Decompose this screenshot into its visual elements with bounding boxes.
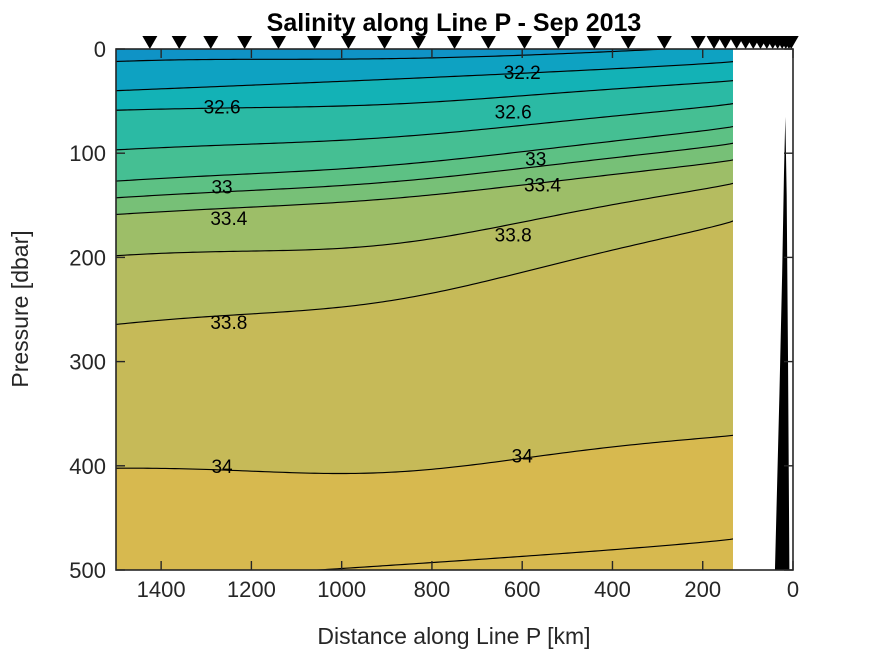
- contour-label: 33.8: [495, 225, 532, 246]
- station-marker: [783, 36, 799, 49]
- y-tick-label: 200: [69, 245, 106, 270]
- station-marker: [706, 36, 722, 49]
- x-tick-label: 1000: [317, 577, 366, 602]
- x-tick-label: 200: [684, 577, 721, 602]
- x-tick-label: 800: [414, 577, 451, 602]
- station-marker: [480, 36, 496, 49]
- y-tick-label: 0: [94, 37, 106, 62]
- contour-band: [116, 49, 666, 62]
- station-marker: [656, 36, 672, 49]
- station-marker: [340, 36, 356, 49]
- station-marker: [171, 36, 187, 49]
- contour-line: [309, 538, 733, 570]
- contour-lines: [116, 49, 733, 570]
- station-marker: [717, 36, 733, 49]
- station-marker: [447, 36, 462, 49]
- contour-label: 33.8: [210, 313, 247, 334]
- x-axis-label: Distance along Line P [km]: [317, 623, 590, 649]
- x-tick-label: 1200: [227, 577, 276, 602]
- station-marker: [620, 36, 636, 49]
- station-marker: [410, 36, 426, 49]
- station-marker: [142, 36, 158, 49]
- station-marker-group: [142, 36, 799, 49]
- station-marker: [377, 36, 393, 49]
- contour-line: [116, 125, 733, 182]
- contour-label: 34: [211, 457, 233, 478]
- contour-label: 32.6: [495, 103, 532, 124]
- y-axis-ticks: 0 100 200 300 400 500: [69, 37, 793, 583]
- contour-line: [116, 220, 733, 326]
- contour-label: 33: [525, 149, 546, 170]
- contour-line: [116, 61, 733, 92]
- contour-label: 33.4: [210, 209, 247, 230]
- contour-label: 34: [512, 446, 534, 467]
- contour-label: 32.2: [504, 63, 541, 84]
- station-marker: [690, 36, 706, 49]
- bathymetry-seafloor: [765, 116, 790, 570]
- x-tick-label: 400: [594, 577, 631, 602]
- contour-label-group: 32.2 32.6 32.6 33 33 33.4 33.4 33.8 33.8 34 34: [204, 63, 562, 478]
- x-axis-ticks: 1400 1200 1000 800 600 400 200 0: [137, 49, 799, 602]
- y-axis-label: Pressure [dbar]: [7, 230, 33, 387]
- station-marker: [203, 36, 219, 49]
- station-marker: [516, 36, 532, 49]
- station-marker: [307, 36, 323, 49]
- station-marker: [586, 36, 602, 49]
- contour-line: [116, 434, 733, 475]
- y-tick-label: 400: [69, 454, 106, 479]
- contour-line: [116, 159, 733, 216]
- x-tick-label: 600: [504, 577, 541, 602]
- contour-line: [116, 80, 733, 111]
- station-marker: [550, 36, 566, 49]
- x-tick-label: 0: [787, 577, 799, 602]
- contour-label: 33.4: [524, 175, 561, 196]
- contour-line: [116, 142, 733, 199]
- contour-label: 32.6: [204, 97, 241, 118]
- station-marker: [237, 36, 253, 49]
- y-tick-label: 100: [69, 141, 106, 166]
- contour-label: 33: [211, 178, 232, 199]
- station-marker: [270, 36, 286, 49]
- contour-line: [116, 49, 677, 63]
- y-tick-label: 300: [69, 350, 106, 375]
- y-tick-label: 500: [69, 558, 106, 583]
- seafloor-wedge: [765, 116, 790, 570]
- chart-title: Salinity along Line P - Sep 2013: [267, 9, 642, 37]
- axes-frame: [115, 48, 794, 571]
- x-tick-label: 1400: [137, 577, 186, 602]
- contour-line: [116, 103, 733, 151]
- contour-line: [116, 182, 733, 257]
